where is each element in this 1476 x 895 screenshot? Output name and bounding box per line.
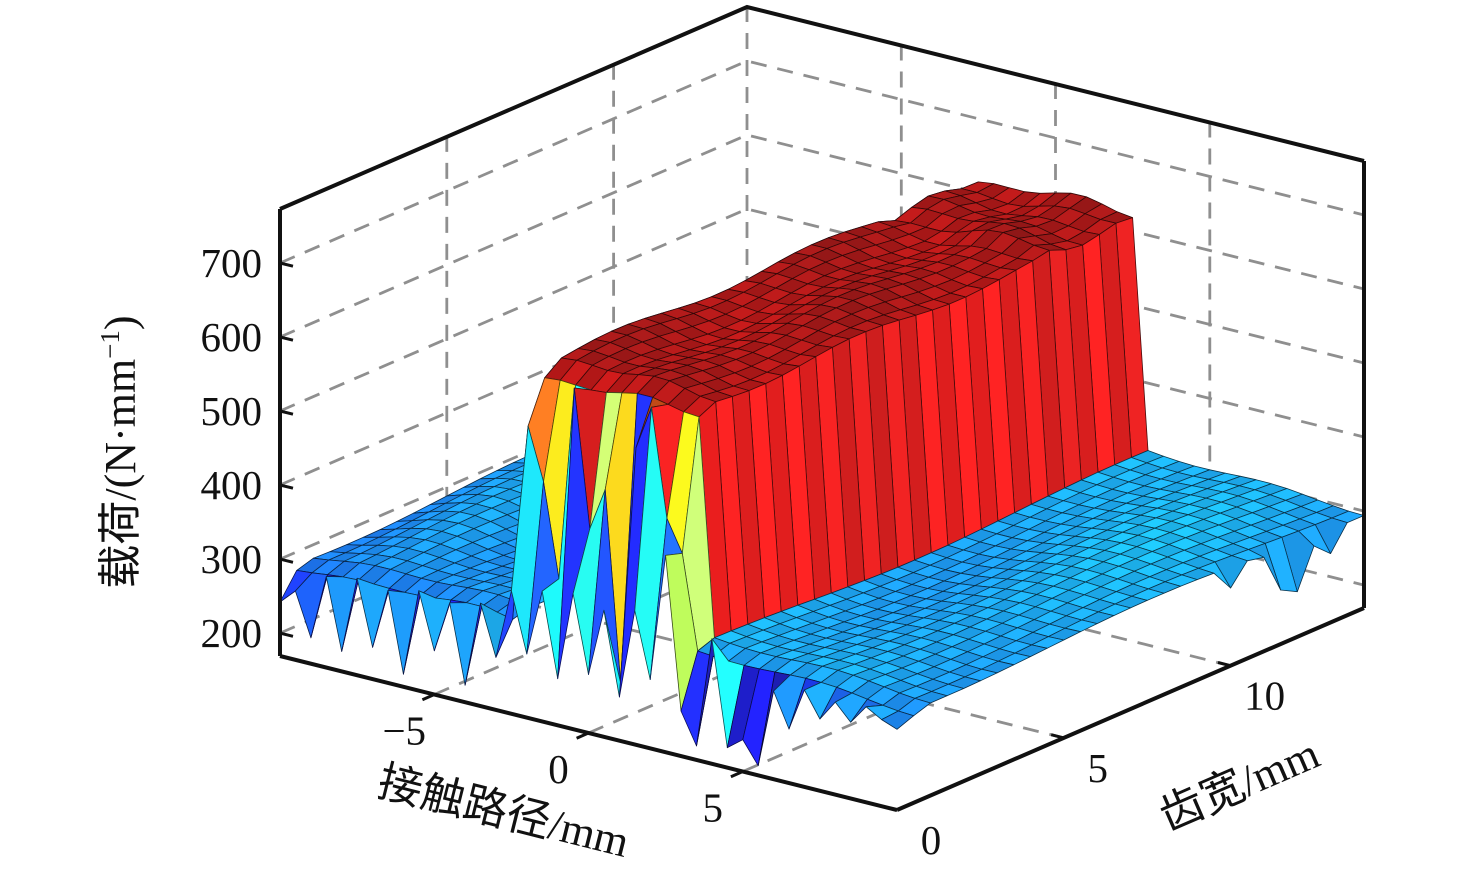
- z-tick: [279, 335, 294, 342]
- gridline-z: [279, 281, 1365, 487]
- surface-face: [881, 710, 915, 730]
- y-tick-label: 10: [1244, 673, 1285, 719]
- x-axis-title: 接触路径/mm: [373, 757, 634, 867]
- surface-face: [356, 577, 390, 648]
- x-tick: [421, 693, 435, 702]
- surface-face: [387, 590, 421, 675]
- surface-face: [325, 576, 359, 652]
- z-tick-label: 700: [201, 240, 263, 286]
- x-tick-label: 0: [548, 746, 569, 792]
- y-axis-title: 齿宽/mm: [1152, 729, 1326, 841]
- surface-mesh: [279, 181, 1365, 767]
- y-tick: [1217, 661, 1231, 668]
- tick-marks: [279, 261, 1231, 812]
- x-tick: [730, 770, 744, 779]
- z-tick-label: 600: [201, 314, 263, 360]
- x-tick-label: −5: [382, 708, 426, 754]
- x-tick-label: 5: [703, 785, 724, 831]
- surface-face: [449, 602, 483, 686]
- gridline-z: [279, 133, 1365, 339]
- y-axis-line: [896, 606, 1365, 812]
- y-tick: [884, 805, 898, 812]
- axis-frame: [278, 4, 1366, 812]
- z-tick: [279, 409, 294, 416]
- z-tick: [279, 557, 294, 564]
- gridline-z: [279, 59, 1365, 265]
- z-tick-label: 200: [201, 610, 263, 656]
- z-tick: [279, 483, 294, 490]
- x-tick: [575, 731, 590, 740]
- gridline-z: [279, 207, 1365, 413]
- z-axis-title: 载荷/(N·mm−1): [95, 315, 145, 588]
- top-back-edges: [279, 4, 1365, 211]
- gridline-floor-x: [433, 491, 902, 696]
- y-tick: [1050, 733, 1065, 740]
- y-tick-label: 5: [1088, 745, 1109, 791]
- z-tick-label: 400: [201, 462, 263, 508]
- z-tick: [279, 261, 294, 268]
- surface-face: [418, 590, 452, 652]
- z-tick: [279, 631, 294, 638]
- z-tick-label: 500: [201, 388, 263, 434]
- z-tick-label: 300: [201, 536, 263, 582]
- y-tick-label: 0: [921, 817, 942, 863]
